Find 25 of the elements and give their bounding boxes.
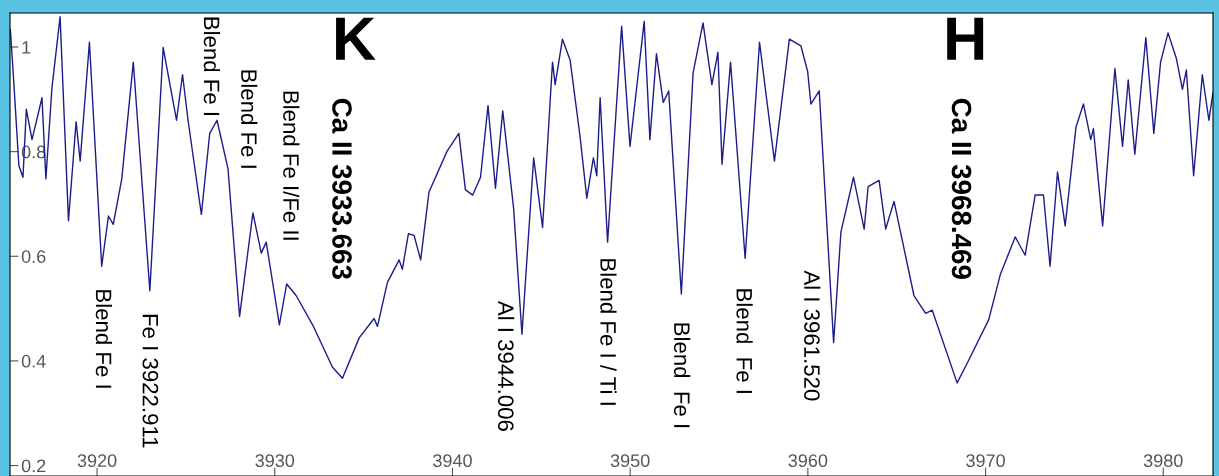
x-tick-label: 3940 — [433, 454, 472, 468]
annotation: Blend Fe I — [95, 290, 113, 388]
annotation: Blend Fe I / Ti I — [600, 259, 617, 405]
x-tick-label: 3980 — [1143, 454, 1183, 468]
annotation: Fe I 3922.911 — [142, 314, 159, 448]
y-tick-label: 0.4 — [21, 354, 46, 368]
annotation: Al I 3961.520 — [804, 270, 821, 401]
annotation: Al I 3944.006 — [497, 300, 515, 431]
annotation: K — [336, 17, 376, 60]
annotation: Blend Fe I — [241, 70, 258, 168]
annotation: Blend Fe I — [736, 289, 753, 393]
y-tick-label: 1 — [22, 41, 31, 54]
x-tick-label: 3970 — [966, 454, 1005, 468]
annotation: Blend Fe I/Fe II — [283, 91, 300, 240]
y-tick-label: 0.6 — [21, 250, 46, 263]
x-tick-label: 3930 — [255, 454, 295, 468]
annotation: Blend Fe I — [203, 17, 221, 116]
annotation: Blend Fe I — [673, 323, 691, 428]
annotation: Ca II 3933.663 — [332, 98, 352, 279]
annotation: Ca II 3968.469 — [951, 98, 972, 279]
x-tick-label: 3960 — [788, 454, 828, 468]
y-tick-label: 0.2 — [21, 459, 46, 473]
annotation: H — [947, 17, 984, 60]
x-tick-label: 3950 — [610, 454, 650, 468]
x-tick-label: 3920 — [77, 454, 117, 468]
